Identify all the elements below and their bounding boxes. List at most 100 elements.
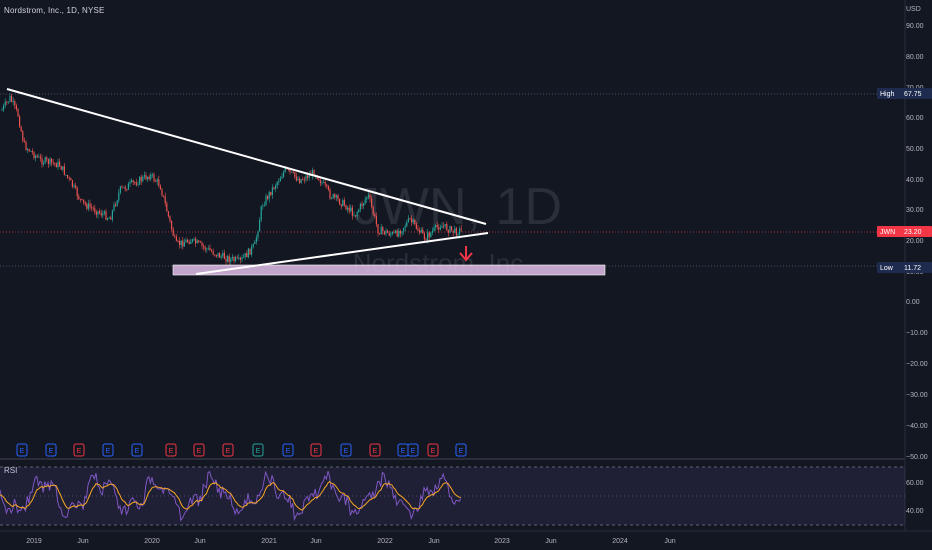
earnings-marker[interactable]: E (193, 443, 205, 457)
price-tick: −20.00 (906, 361, 928, 368)
last-price-tag: JWN 23.20 (877, 226, 932, 237)
candle (351, 205, 353, 220)
candle (49, 157, 51, 167)
candle (377, 224, 379, 237)
candle (12, 97, 14, 106)
candle (395, 229, 397, 234)
candle (334, 193, 336, 200)
candle (235, 255, 237, 263)
candle (84, 200, 86, 207)
earnings-marker[interactable]: E (165, 443, 177, 457)
earnings-marker[interactable]: E (131, 443, 143, 457)
candle (121, 184, 123, 190)
candle (455, 226, 457, 239)
earnings-marker[interactable]: E (427, 443, 439, 457)
candle (251, 244, 253, 258)
candle (276, 181, 278, 189)
price-tick: −50.00 (906, 454, 928, 461)
candle (143, 171, 145, 180)
ascending-trendline[interactable] (195, 232, 489, 275)
price-tick: −30.00 (906, 392, 928, 399)
candle (39, 153, 41, 162)
earnings-marker[interactable]: E (310, 443, 322, 457)
candle (311, 167, 313, 180)
candle (135, 178, 137, 187)
down-arrow-icon[interactable] (459, 246, 473, 262)
candle (265, 193, 267, 207)
candle (188, 239, 190, 245)
earnings-marker[interactable]: E (222, 443, 234, 457)
candle (201, 241, 203, 249)
candle (420, 227, 422, 234)
candle (303, 176, 305, 184)
time-tick: Jun (194, 538, 205, 545)
earnings-marker-label: E (314, 448, 319, 455)
earnings-marker-label: E (169, 448, 174, 455)
rsi-line (0, 470, 462, 522)
candle (302, 176, 304, 181)
candle (110, 215, 112, 220)
high-tag-label: High (880, 91, 895, 98)
time-tick: 2024 (612, 538, 628, 545)
candle (1, 107, 3, 111)
earnings-marker[interactable]: E (16, 443, 28, 457)
low-tag-label: Low (880, 265, 894, 272)
candle (17, 107, 19, 118)
candle (404, 223, 406, 232)
candle (324, 178, 326, 188)
candle (97, 210, 99, 219)
symbol-title[interactable]: Nordstrom, Inc., 1D, NYSE (4, 6, 105, 15)
candle (156, 177, 158, 186)
earnings-marker[interactable]: E (455, 443, 467, 457)
candle (108, 216, 110, 219)
candle (217, 253, 219, 258)
candle (363, 202, 365, 210)
time-axis[interactable]: 2019 Jun 2020 Jun 2021 Jun 2022 Jun 2023 Jun 2024 J… (26, 538, 676, 545)
candle (350, 204, 352, 213)
candle (246, 250, 248, 258)
time-tick: 2020 (144, 538, 160, 545)
candle (452, 230, 454, 237)
candle (7, 101, 9, 105)
rsi-ma-line (0, 480, 461, 511)
candle (134, 181, 136, 186)
price-tick: 0.00 (906, 299, 920, 306)
descending-trendline[interactable] (6, 88, 487, 225)
candle (78, 193, 80, 201)
earnings-marker[interactable]: E (102, 443, 114, 457)
earnings-marker[interactable]: E (407, 443, 419, 457)
candle (209, 244, 211, 251)
candle (113, 201, 115, 212)
time-tick: Jun (664, 538, 675, 545)
candle (132, 179, 134, 186)
earnings-marker[interactable]: E (397, 443, 409, 457)
candle (119, 185, 121, 195)
earnings-marker[interactable]: E (73, 443, 85, 457)
candle (295, 172, 297, 182)
support-zone-rectangle[interactable] (172, 264, 606, 276)
price-tick: 90.00 (906, 23, 924, 30)
candle (430, 231, 432, 238)
candle (270, 191, 272, 197)
candle (191, 238, 193, 244)
earnings-marker[interactable]: E (252, 443, 264, 457)
earnings-marker-label: E (106, 448, 111, 455)
candle (182, 237, 184, 250)
candle (159, 184, 161, 190)
candle (396, 228, 398, 238)
candle (348, 204, 350, 215)
earnings-marker[interactable]: E (340, 443, 352, 457)
candle (444, 224, 446, 229)
time-tick: Jun (428, 538, 439, 545)
watermark-ticker: JWN, 1D (354, 178, 562, 236)
candle (179, 237, 181, 249)
candle (367, 191, 369, 200)
earnings-marker[interactable]: E (45, 443, 57, 457)
candle (83, 199, 85, 205)
candle (318, 178, 320, 181)
earnings-marker[interactable]: E (282, 443, 294, 457)
earnings-marker[interactable]: E (369, 443, 381, 457)
